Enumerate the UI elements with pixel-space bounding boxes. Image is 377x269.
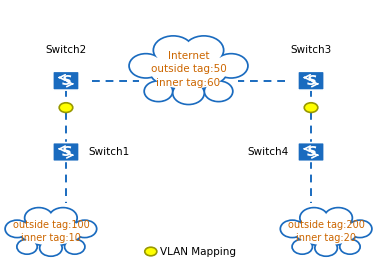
Text: S: S bbox=[62, 74, 72, 88]
Text: Switch3: Switch3 bbox=[290, 45, 332, 55]
Circle shape bbox=[185, 37, 223, 64]
Circle shape bbox=[340, 240, 360, 254]
Circle shape bbox=[316, 240, 337, 256]
Circle shape bbox=[315, 240, 337, 256]
Circle shape bbox=[205, 82, 232, 101]
Circle shape bbox=[6, 221, 28, 237]
Circle shape bbox=[73, 221, 96, 237]
Circle shape bbox=[325, 208, 351, 227]
Circle shape bbox=[215, 55, 247, 77]
Ellipse shape bbox=[20, 217, 82, 245]
Text: S: S bbox=[307, 145, 317, 159]
Circle shape bbox=[6, 221, 29, 237]
Text: Switch2: Switch2 bbox=[45, 45, 87, 55]
Circle shape bbox=[26, 208, 52, 227]
Circle shape bbox=[59, 103, 73, 112]
Circle shape bbox=[154, 36, 193, 64]
Circle shape bbox=[304, 103, 318, 112]
Circle shape bbox=[154, 37, 192, 64]
Text: Switch4: Switch4 bbox=[247, 147, 288, 157]
Ellipse shape bbox=[20, 218, 82, 245]
Circle shape bbox=[293, 240, 311, 253]
Circle shape bbox=[348, 221, 371, 237]
Text: outside tag:200
inner tag:20: outside tag:200 inner tag:20 bbox=[288, 220, 365, 243]
Ellipse shape bbox=[295, 217, 357, 245]
Circle shape bbox=[17, 240, 37, 254]
Text: outside tag:100
inner tag:10: outside tag:100 inner tag:10 bbox=[12, 220, 89, 243]
Circle shape bbox=[145, 82, 172, 101]
Ellipse shape bbox=[149, 49, 228, 89]
Circle shape bbox=[184, 36, 223, 64]
Circle shape bbox=[145, 82, 172, 101]
Circle shape bbox=[130, 54, 162, 77]
FancyBboxPatch shape bbox=[298, 143, 324, 161]
Circle shape bbox=[325, 208, 352, 228]
Circle shape bbox=[301, 208, 327, 227]
FancyBboxPatch shape bbox=[53, 71, 79, 90]
Text: S: S bbox=[307, 74, 317, 88]
Circle shape bbox=[349, 221, 371, 237]
Circle shape bbox=[66, 240, 84, 253]
Ellipse shape bbox=[295, 218, 357, 245]
Text: Switch1: Switch1 bbox=[89, 147, 130, 157]
Circle shape bbox=[300, 208, 328, 228]
Circle shape bbox=[18, 240, 36, 253]
Circle shape bbox=[65, 240, 84, 254]
Text: S: S bbox=[62, 145, 72, 159]
FancyBboxPatch shape bbox=[53, 143, 79, 161]
Circle shape bbox=[130, 55, 162, 77]
Circle shape bbox=[25, 208, 52, 228]
Circle shape bbox=[215, 54, 247, 77]
Circle shape bbox=[49, 208, 77, 228]
Circle shape bbox=[205, 82, 232, 101]
Circle shape bbox=[41, 240, 61, 256]
Circle shape bbox=[50, 208, 76, 227]
Ellipse shape bbox=[150, 50, 227, 89]
Circle shape bbox=[74, 221, 96, 237]
Circle shape bbox=[173, 82, 204, 104]
FancyBboxPatch shape bbox=[298, 71, 324, 90]
Circle shape bbox=[341, 240, 359, 253]
Text: VLAN Mapping: VLAN Mapping bbox=[160, 246, 236, 257]
Circle shape bbox=[145, 247, 157, 256]
Circle shape bbox=[293, 240, 312, 254]
Text: Internet
outside tag:50
inner tag:60: Internet outside tag:50 inner tag:60 bbox=[151, 51, 226, 88]
Circle shape bbox=[173, 82, 204, 104]
Circle shape bbox=[281, 221, 303, 237]
Circle shape bbox=[40, 240, 61, 256]
Circle shape bbox=[281, 221, 304, 237]
